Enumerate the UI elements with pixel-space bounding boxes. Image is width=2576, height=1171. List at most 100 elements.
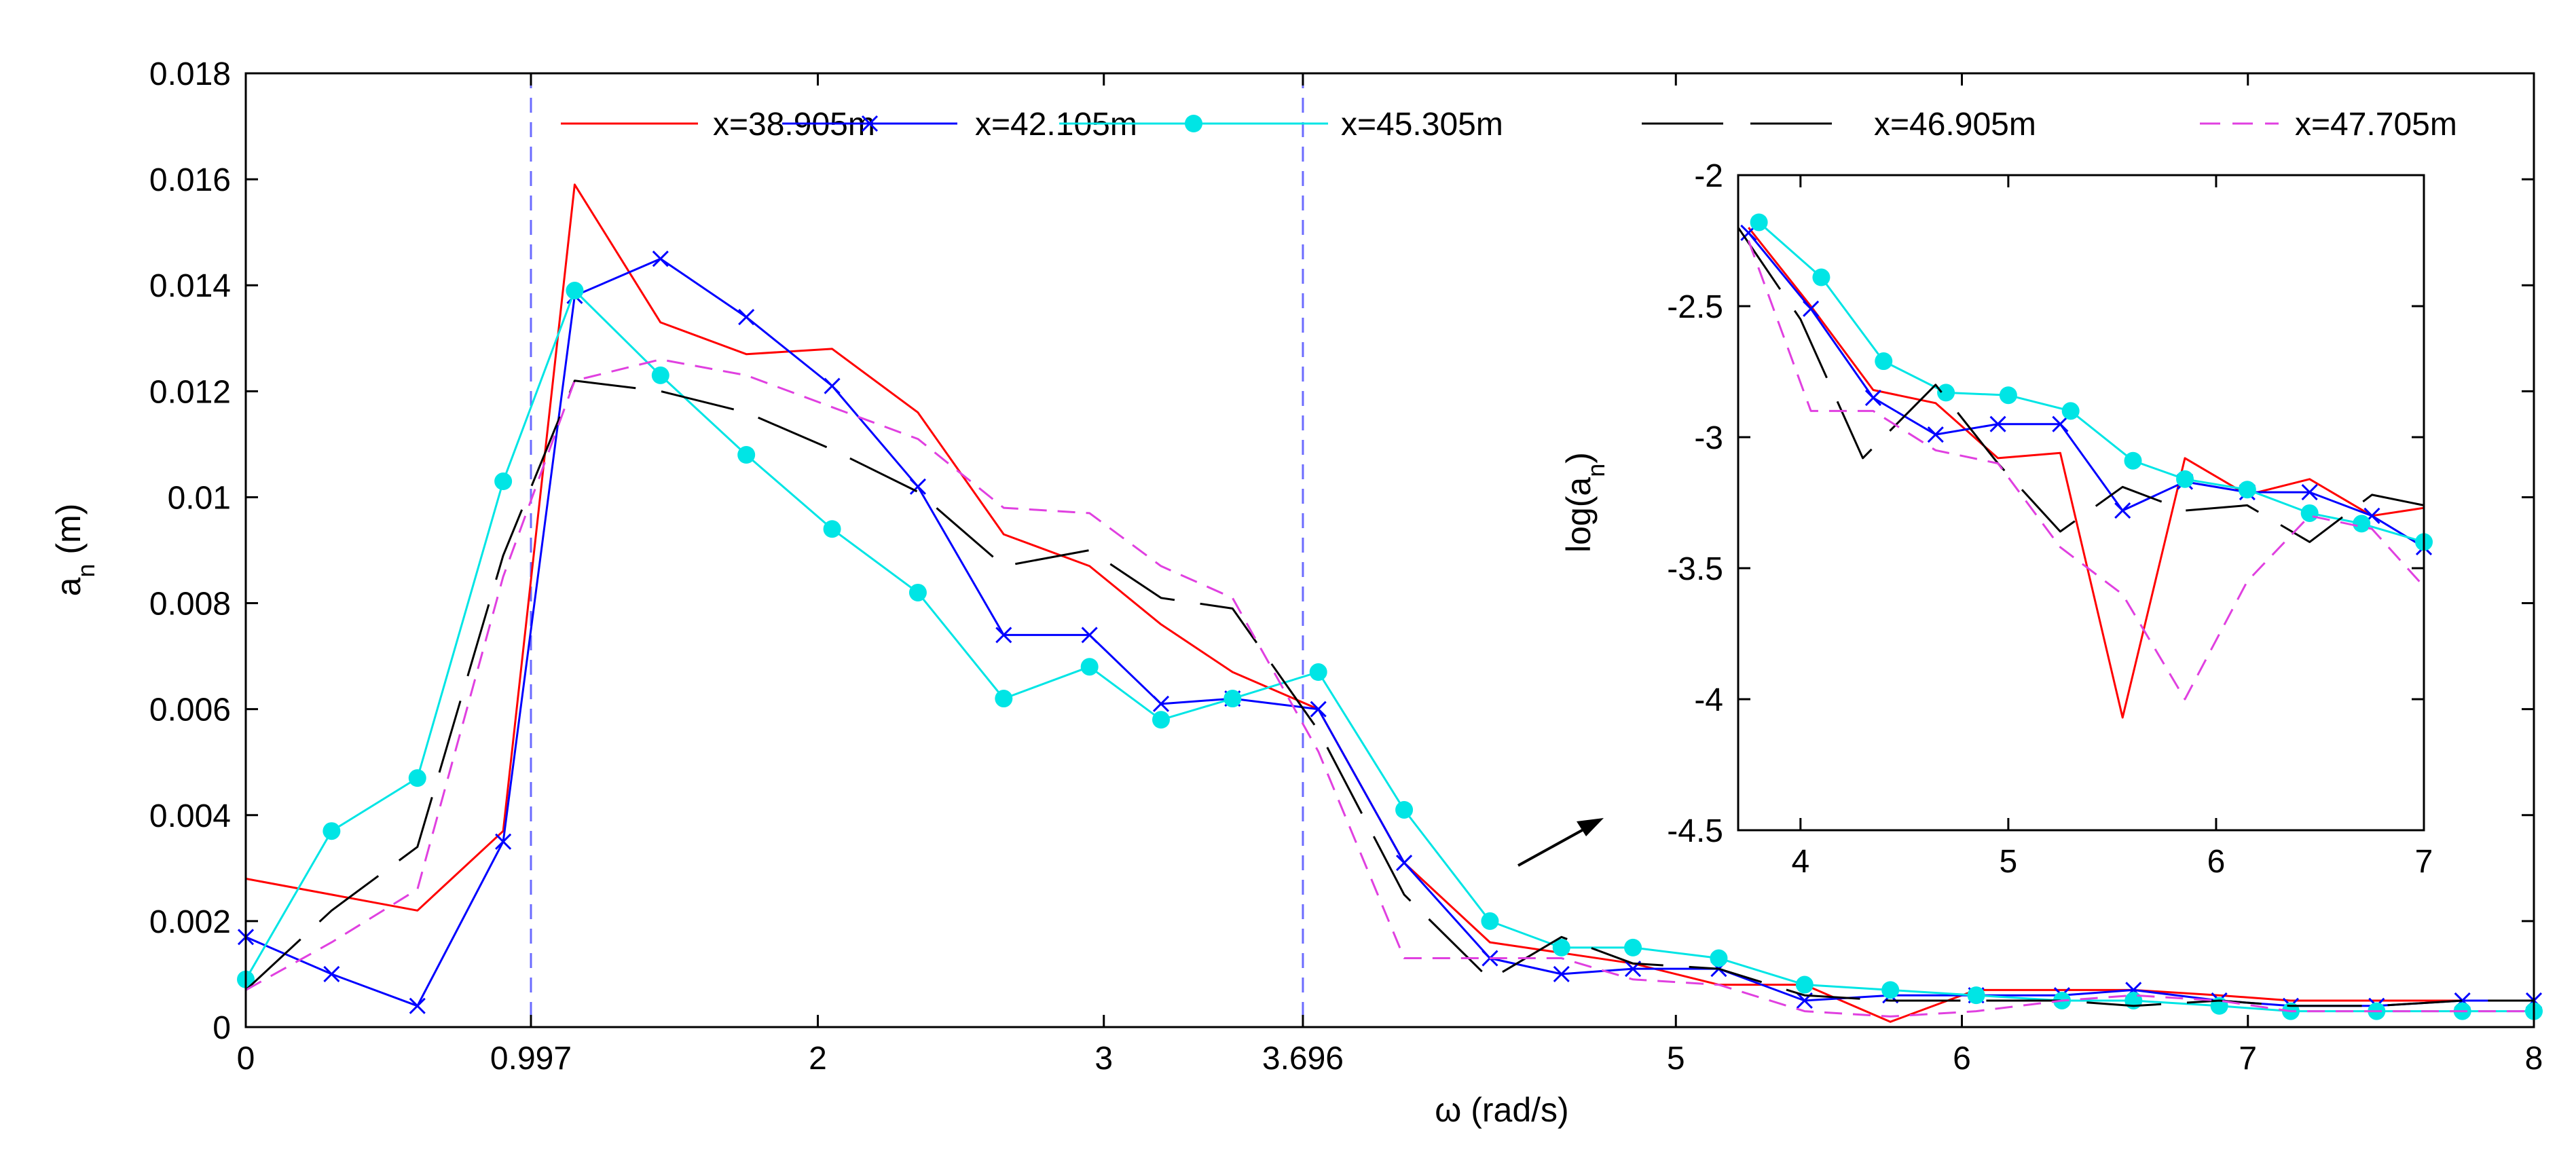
series-line: [1748, 231, 2425, 549]
legend-entry: x=47.705m: [2200, 107, 2457, 143]
data-point: [1750, 213, 1768, 231]
data-point: [2114, 502, 2131, 519]
legend-label: x=46.905m: [1874, 107, 2036, 143]
x-tick-label: 3: [1094, 1041, 1113, 1077]
inset-plot-area: [1738, 175, 2424, 830]
data-point: [824, 377, 841, 394]
series-line: [1737, 227, 2425, 543]
data-point: [995, 690, 1013, 708]
y-tick-label: -2.5: [1667, 289, 1723, 325]
x-tick-label: 5: [2000, 844, 2018, 880]
data-point: [1795, 975, 1814, 994]
main-x-axis-label: ω (rad/s): [1435, 1091, 1568, 1129]
data-point: [323, 822, 341, 840]
data-point: [2238, 481, 2256, 499]
data-point: [1152, 695, 1170, 712]
data-point: [1989, 415, 2006, 432]
series-x=45.305m: [237, 282, 2543, 1020]
series-line: [245, 358, 2534, 1018]
x-tick-label: 6: [1953, 1041, 1971, 1077]
x-tick-label: 5: [1667, 1041, 1685, 1077]
y-tick-label: -2: [1694, 158, 1723, 194]
data-point: [2300, 504, 2319, 522]
legend-label: x=47.705m: [2295, 107, 2457, 143]
x-tick-label: 4: [1791, 844, 1809, 880]
x-tick-label: 7: [2239, 1041, 2257, 1077]
data-point: [1081, 627, 1098, 644]
data-point: [909, 478, 927, 495]
y-tick-label: -4: [1694, 682, 1723, 718]
y-tick-label: 0.012: [149, 374, 231, 410]
legend-marker: [1185, 115, 1202, 132]
data-point: [2353, 515, 2371, 533]
legend-label: x=45.305m: [1341, 107, 1503, 143]
data-point: [1999, 386, 2017, 405]
data-point: [2124, 451, 2142, 470]
data-point: [738, 308, 755, 326]
x-tick-label: 6: [2207, 844, 2226, 880]
data-point: [652, 250, 669, 267]
data-point: [2052, 415, 2069, 432]
x-tick-label: 0.997: [490, 1041, 572, 1077]
data-point: [823, 520, 841, 538]
data-point: [1864, 390, 1882, 407]
series-line: [244, 379, 2534, 1007]
data-point: [1080, 658, 1099, 676]
series-x=38.905m: [1748, 227, 2425, 719]
y-tick-label: 0.01: [168, 480, 231, 516]
series-x=46.905m: [1737, 227, 2425, 543]
series-line: [1758, 221, 2425, 543]
legend-marker: [861, 115, 879, 132]
y-tick-label: 0.004: [149, 798, 231, 834]
data-point: [494, 472, 513, 491]
x-tick-label: 7: [2415, 844, 2433, 880]
data-point: [1875, 352, 1893, 371]
x-tick-label: 8: [2525, 1041, 2543, 1077]
legend: x=38.905m x=42.105m x=45.305m x=46.905m x=47…: [561, 107, 2457, 143]
y-tick-label: 0.016: [149, 162, 231, 198]
y-tick-label: -3.5: [1667, 551, 1723, 587]
y-tick-label: 0.002: [149, 904, 231, 940]
series-line: [1748, 227, 2425, 719]
y-tick-label: 0.006: [149, 692, 231, 728]
x-tick-label: 2: [809, 1041, 827, 1077]
data-point: [1395, 800, 1414, 819]
inset-pointer-arrow: [1517, 818, 1604, 867]
data-point: [1803, 300, 1820, 317]
main-y-axis-label: an (m): [50, 504, 100, 597]
data-point: [651, 366, 669, 384]
y-tick-label: -3: [1694, 420, 1723, 456]
data-point: [2176, 470, 2194, 488]
series-x=46.905m: [244, 379, 2534, 1007]
data-point: [1812, 268, 1830, 286]
data-point: [1937, 384, 1955, 402]
data-point: [1710, 949, 1728, 967]
data-point: [1624, 938, 1642, 956]
data-point: [408, 769, 426, 787]
legend-entry: x=46.905m: [1642, 107, 2036, 143]
main-axes-box: [244, 72, 2535, 1028]
inset-axes-box: [1737, 174, 2425, 832]
x-tick-label: 3.696: [1262, 1041, 1344, 1077]
data-point: [737, 446, 756, 464]
data-point: [1152, 711, 1170, 729]
series-x=47.705m: [1747, 240, 2425, 701]
series-x=42.105m: [237, 250, 2543, 1014]
data-point: [995, 627, 1012, 644]
data-point: [908, 583, 927, 601]
data-point: [1223, 690, 1242, 708]
data-point: [566, 282, 584, 300]
data-point: [323, 965, 340, 983]
series-x=47.705m: [245, 358, 2534, 1018]
series-line: [1747, 240, 2425, 701]
data-point: [1309, 663, 1327, 682]
data-point: [495, 833, 512, 850]
data-point: [2061, 402, 2080, 420]
data-point: [1395, 854, 1413, 872]
legend-entry: x=45.305m: [1059, 107, 1503, 143]
y-tick-label: 0.018: [149, 56, 231, 92]
data-point: [1553, 965, 1570, 983]
y-tick-label: 0.008: [149, 587, 231, 622]
y-tick-label: -4.5: [1667, 813, 1723, 849]
